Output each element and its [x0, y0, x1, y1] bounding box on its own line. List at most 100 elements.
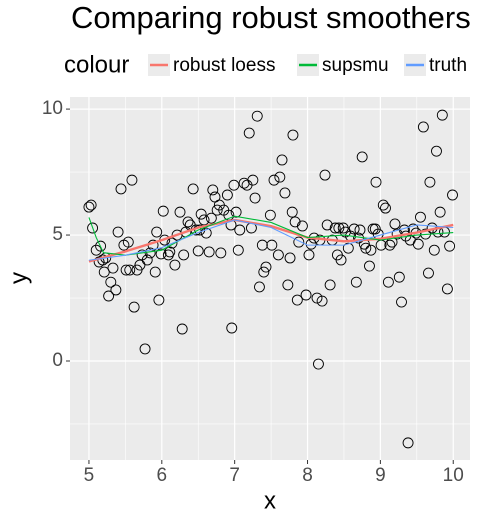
- x-tick-label: 10: [443, 465, 464, 486]
- point: [329, 222, 341, 234]
- point: [441, 283, 453, 295]
- point: [120, 264, 132, 276]
- legend-label: robust loess: [173, 55, 275, 76]
- point: [402, 437, 414, 449]
- point: [253, 281, 265, 293]
- point: [364, 260, 375, 272]
- point: [234, 224, 246, 236]
- point: [128, 301, 140, 313]
- point: [122, 236, 134, 248]
- point: [287, 129, 299, 141]
- point: [417, 121, 429, 133]
- point: [303, 249, 315, 261]
- point: [164, 246, 176, 258]
- point: [95, 240, 107, 252]
- point: [436, 109, 448, 121]
- point: [247, 174, 259, 186]
- point: [149, 266, 161, 278]
- point: [256, 239, 268, 251]
- point: [107, 262, 119, 274]
- point: [215, 247, 227, 259]
- point: [431, 145, 442, 157]
- point: [434, 206, 446, 218]
- point: [112, 226, 124, 238]
- point: [279, 187, 291, 199]
- point: [286, 206, 298, 218]
- point: [382, 276, 394, 288]
- point: [153, 294, 165, 306]
- point: [83, 201, 95, 213]
- point: [260, 261, 272, 273]
- point: [293, 236, 305, 248]
- point: [243, 127, 255, 139]
- point: [412, 238, 424, 250]
- point: [423, 267, 434, 279]
- point: [195, 208, 207, 220]
- x-tick-label: 5: [84, 465, 95, 486]
- point: [249, 192, 261, 204]
- point: [335, 254, 347, 266]
- point: [126, 174, 138, 186]
- point: [266, 239, 278, 251]
- point: [284, 252, 296, 264]
- point: [319, 169, 331, 181]
- point: [115, 183, 127, 195]
- y-tick-label: 5: [52, 224, 63, 245]
- point: [393, 271, 405, 283]
- point: [90, 244, 102, 256]
- point: [350, 276, 362, 288]
- legend-label: truth: [429, 55, 467, 76]
- y-axis-label: y: [5, 272, 32, 284]
- point: [428, 244, 440, 256]
- point: [377, 199, 389, 211]
- point: [296, 220, 308, 232]
- point: [131, 264, 143, 276]
- legend-title: colour: [64, 51, 129, 78]
- point: [264, 209, 276, 221]
- point: [276, 154, 288, 166]
- point: [365, 244, 377, 256]
- chart-title: Comparing robust smoothers: [71, 0, 471, 35]
- point: [291, 294, 303, 306]
- point: [169, 259, 181, 271]
- point: [176, 323, 188, 335]
- point: [226, 322, 238, 334]
- point: [415, 211, 426, 223]
- series-line: [88, 218, 454, 263]
- point: [178, 249, 190, 261]
- point: [316, 295, 328, 307]
- point: [251, 110, 263, 122]
- point: [230, 206, 242, 218]
- point: [321, 219, 333, 231]
- point: [205, 212, 217, 224]
- point: [198, 214, 210, 226]
- point: [87, 222, 99, 234]
- point: [313, 358, 324, 370]
- point: [396, 296, 407, 308]
- point: [192, 245, 204, 257]
- point: [272, 249, 284, 261]
- point: [105, 276, 117, 288]
- point: [98, 266, 110, 278]
- point: [360, 242, 372, 254]
- point: [110, 284, 122, 296]
- point: [324, 279, 336, 291]
- point: [174, 206, 186, 218]
- x-tick-label: 6: [157, 465, 168, 486]
- point: [124, 264, 136, 276]
- point: [221, 189, 233, 201]
- x-tick-label: 8: [302, 465, 313, 486]
- point: [282, 279, 294, 291]
- point: [211, 204, 223, 216]
- point: [228, 179, 240, 191]
- y-tick-label: 10: [42, 98, 63, 119]
- point: [389, 218, 401, 230]
- point: [370, 176, 382, 188]
- point: [354, 224, 366, 236]
- x-tick-label: 9: [375, 465, 386, 486]
- point: [348, 223, 360, 235]
- point: [258, 266, 270, 278]
- point: [232, 244, 244, 256]
